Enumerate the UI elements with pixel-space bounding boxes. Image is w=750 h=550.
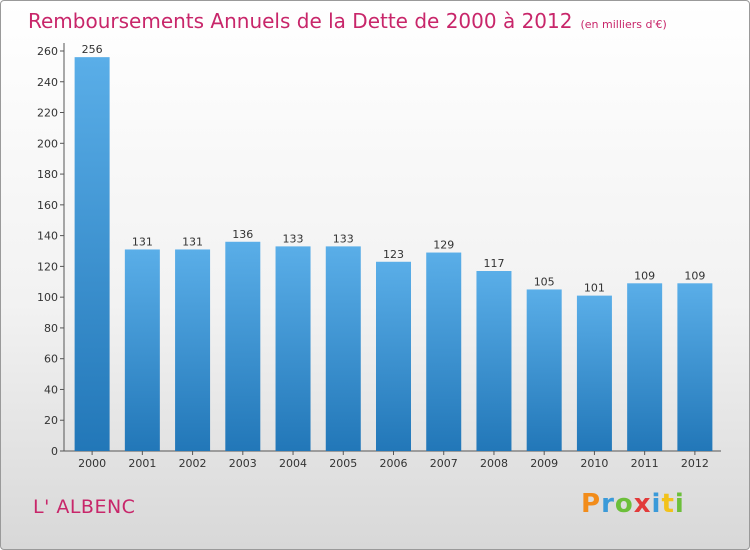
commune-name: L' ALBENC bbox=[33, 496, 136, 518]
proxiti-logo: Proxiti bbox=[581, 489, 685, 519]
chart-title-block: Remboursements Annuels de la Dette de 20… bbox=[28, 9, 667, 33]
y-tick-label: 100 bbox=[37, 291, 58, 304]
bar bbox=[124, 249, 160, 451]
chart-unit: (en milliers d'€) bbox=[580, 18, 667, 31]
x-tick-label: 2005 bbox=[329, 457, 357, 470]
x-tick-label: 2000 bbox=[78, 457, 106, 470]
x-tick-label: 2008 bbox=[480, 457, 508, 470]
chart-title: Remboursements Annuels de la Dette de 20… bbox=[28, 9, 573, 33]
bar-value-label: 109 bbox=[634, 269, 655, 282]
y-tick-label: 200 bbox=[37, 137, 58, 150]
x-tick-label: 2006 bbox=[380, 457, 408, 470]
logo-letter: o bbox=[614, 489, 634, 519]
y-tick-label: 40 bbox=[44, 383, 58, 396]
bar-value-label: 117 bbox=[483, 257, 504, 270]
bar bbox=[627, 283, 663, 451]
x-tick-label: 2012 bbox=[681, 457, 709, 470]
bar bbox=[576, 295, 612, 451]
bar-value-label: 133 bbox=[333, 232, 354, 245]
bar bbox=[476, 271, 512, 451]
x-tick-label: 2002 bbox=[179, 457, 207, 470]
logo-letter: x bbox=[633, 489, 652, 519]
bar-value-label: 105 bbox=[534, 275, 555, 288]
bar bbox=[225, 241, 261, 451]
y-tick-label: 220 bbox=[37, 107, 58, 120]
logo-letter: r bbox=[601, 489, 615, 519]
y-tick-label: 120 bbox=[37, 260, 58, 273]
bar-value-label: 256 bbox=[82, 43, 103, 56]
y-tick-label: 160 bbox=[37, 199, 58, 212]
y-tick-label: 80 bbox=[44, 322, 58, 335]
y-tick-label: 180 bbox=[37, 168, 58, 181]
x-tick-label: 2007 bbox=[430, 457, 458, 470]
y-tick-label: 260 bbox=[37, 45, 58, 58]
bar-value-label: 131 bbox=[182, 235, 203, 248]
y-tick-label: 60 bbox=[44, 353, 58, 366]
bar bbox=[74, 57, 110, 452]
x-tick-label: 2003 bbox=[229, 457, 257, 470]
bar-value-label: 131 bbox=[132, 235, 153, 248]
x-tick-label: 2004 bbox=[279, 457, 307, 470]
bar bbox=[275, 246, 311, 451]
logo-letter: t bbox=[661, 489, 675, 519]
bar-value-label: 101 bbox=[584, 282, 605, 295]
logo-letter: P bbox=[581, 489, 602, 519]
bar bbox=[677, 283, 713, 451]
y-tick-label: 240 bbox=[37, 76, 58, 89]
bar bbox=[325, 246, 361, 451]
x-tick-label: 2011 bbox=[631, 457, 659, 470]
bar bbox=[426, 252, 462, 451]
bar-value-label: 129 bbox=[433, 239, 454, 252]
x-tick-label: 2010 bbox=[580, 457, 608, 470]
y-tick-label: 0 bbox=[51, 445, 58, 458]
logo-letter: i bbox=[651, 489, 662, 519]
bar bbox=[376, 261, 411, 451]
bar bbox=[526, 289, 562, 451]
x-tick-label: 2009 bbox=[530, 457, 558, 470]
bar-value-label: 133 bbox=[283, 232, 304, 245]
y-tick-label: 140 bbox=[37, 230, 58, 243]
bar-value-label: 123 bbox=[383, 248, 404, 261]
logo-letter: i bbox=[674, 489, 685, 519]
bar-value-label: 109 bbox=[684, 269, 705, 282]
bar bbox=[175, 249, 211, 451]
x-tick-label: 2001 bbox=[128, 457, 156, 470]
y-tick-label: 20 bbox=[44, 414, 58, 427]
bar-value-label: 136 bbox=[232, 228, 253, 241]
